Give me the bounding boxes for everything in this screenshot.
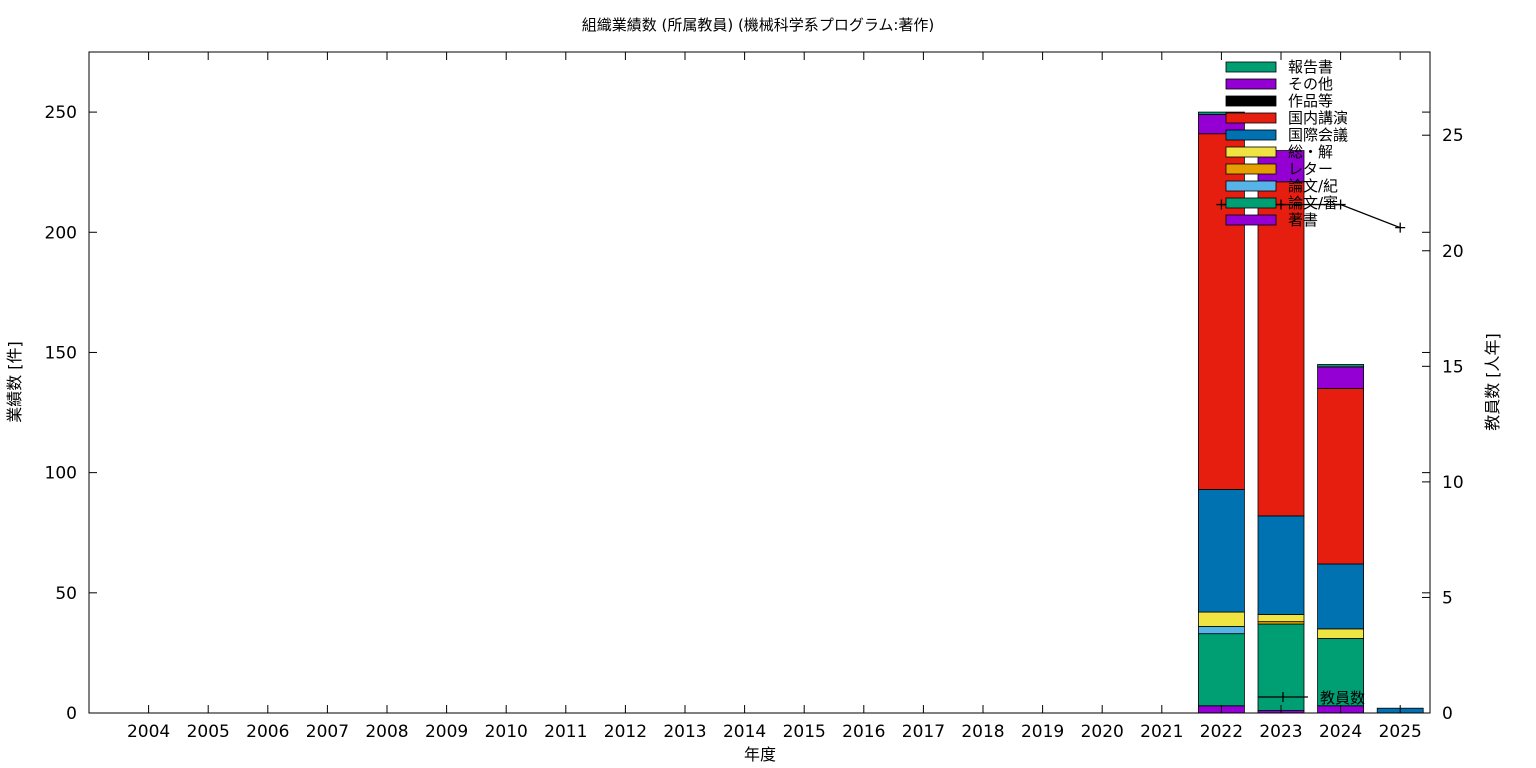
y-axis-label: 業績数 [件] bbox=[5, 341, 24, 423]
legend-label-teachers: 教員数 bbox=[1320, 689, 1365, 707]
legend-swatch-4 bbox=[1225, 129, 1277, 141]
bar-segment-2024-9 bbox=[1317, 364, 1364, 368]
x-axis-label: 年度 bbox=[744, 745, 776, 764]
x-tick-label-2009: 2009 bbox=[425, 722, 468, 742]
y-tick-label: 150 bbox=[45, 343, 77, 363]
legend-swatch-1 bbox=[1225, 78, 1277, 90]
bar-segment-2023-1 bbox=[1257, 623, 1305, 711]
x-tick-label-2021: 2021 bbox=[1140, 722, 1183, 742]
y2-tick-label: 10 bbox=[1442, 473, 1464, 493]
x-tick-label-2023: 2023 bbox=[1259, 722, 1302, 742]
x-tick-label-2015: 2015 bbox=[783, 722, 826, 742]
y2-tick-label: 5 bbox=[1442, 588, 1453, 608]
legend-label-5: 総・解 bbox=[1288, 143, 1333, 161]
legend-label-4: 国際会議 bbox=[1288, 126, 1348, 144]
x-tick-label-2011: 2011 bbox=[544, 722, 587, 742]
teacher-count-point-2022 bbox=[1216, 199, 1227, 210]
x-tick-label-2014: 2014 bbox=[723, 722, 766, 742]
x-tick-label-2006: 2006 bbox=[246, 722, 289, 742]
bars-group bbox=[1198, 111, 1424, 714]
teacher-count-point-2023 bbox=[1276, 199, 1286, 210]
bar-segment-2022-2 bbox=[1198, 626, 1245, 635]
x-axis-ticks: 2004 2005 2006 2007 2008 2009 2010 2011 2012 2013… bbox=[127, 52, 1422, 742]
y-tick-label: 0 bbox=[66, 704, 77, 724]
legend-swatch-3 bbox=[1225, 112, 1277, 124]
bar-segment-2024-5 bbox=[1317, 563, 1364, 630]
teacher-count-point-2024 bbox=[1335, 199, 1346, 210]
legend-swatch-7 bbox=[1225, 180, 1277, 192]
x-tick-label-2024: 2024 bbox=[1319, 722, 1362, 742]
x-tick-label-2010: 2010 bbox=[485, 722, 528, 742]
legend-swatch-9 bbox=[1225, 214, 1277, 226]
bar-segment-2022-5 bbox=[1198, 489, 1245, 613]
y-tick-label: 250 bbox=[45, 103, 77, 123]
y2-tick-label: 20 bbox=[1442, 242, 1464, 262]
legend-label-6: レター bbox=[1288, 160, 1333, 178]
legend-swatch-0 bbox=[1225, 61, 1277, 73]
x-tick-label-2016: 2016 bbox=[842, 722, 885, 742]
x-tick-label-2008: 2008 bbox=[365, 722, 408, 742]
y2-tick-label: 25 bbox=[1442, 126, 1464, 146]
bar-segment-2022-1 bbox=[1198, 633, 1245, 707]
x-tick-label-2020: 2020 bbox=[1081, 722, 1124, 742]
x-tick-label-2017: 2017 bbox=[902, 722, 945, 742]
legend-label-2: 作品等 bbox=[1288, 92, 1333, 110]
legend-swatch-5 bbox=[1225, 146, 1277, 158]
x-tick-label-2018: 2018 bbox=[961, 722, 1004, 742]
teacher-count-point-2025 bbox=[1395, 222, 1406, 233]
y-tick-label: 200 bbox=[45, 223, 77, 243]
bar-segment-2024-8 bbox=[1317, 366, 1364, 389]
legend-label-8: 論文/審 bbox=[1288, 194, 1338, 212]
legend-swatch-2 bbox=[1225, 95, 1277, 107]
x-tick-label-2013: 2013 bbox=[663, 722, 706, 742]
legend-swatch-6 bbox=[1225, 163, 1277, 175]
y-axis-ticks: 0 50 100 150 200 250 bbox=[45, 103, 1430, 724]
x-tick-label-2004: 2004 bbox=[127, 722, 170, 742]
legend-label-9: 著書 bbox=[1288, 211, 1318, 229]
y-tick-label: 100 bbox=[45, 464, 77, 484]
x-tick-label-2019: 2019 bbox=[1021, 722, 1064, 742]
x-tick-label-2025: 2025 bbox=[1379, 722, 1422, 742]
y-tick-label: 50 bbox=[55, 584, 77, 604]
x-tick-label-2022: 2022 bbox=[1200, 722, 1243, 742]
y2-tick-label: 0 bbox=[1442, 704, 1453, 724]
legend-label-1: その他 bbox=[1288, 75, 1333, 93]
bar-segment-2022-4 bbox=[1198, 611, 1245, 627]
legend-label-7: 論文/紀 bbox=[1288, 177, 1338, 195]
bar-segment-2023-6 bbox=[1257, 181, 1305, 517]
legend-swatch-8 bbox=[1225, 197, 1277, 209]
chart-title: 組織業績数 (所属教員) (機械科学系プログラム:著作) bbox=[582, 16, 935, 34]
x-tick-label-2012: 2012 bbox=[604, 722, 647, 742]
plot-frame bbox=[88, 51, 1431, 714]
legend-label-0: 報告書 bbox=[1288, 58, 1333, 76]
bar-segment-2023-5 bbox=[1257, 515, 1305, 615]
bar-segment-2024-6 bbox=[1317, 388, 1364, 565]
bar-segment-2024-1 bbox=[1317, 638, 1364, 707]
y2-axis-ticks: 0 5 10 15 20 25 bbox=[1422, 126, 1464, 724]
bar-segment-2024-4 bbox=[1317, 628, 1364, 639]
bar-segment-2023-4 bbox=[1257, 614, 1305, 623]
y2-axis-label: 教員数 [人年] bbox=[1483, 333, 1502, 431]
legend-label-3: 国内講演 bbox=[1288, 109, 1348, 127]
y2-tick-label: 15 bbox=[1442, 357, 1464, 377]
x-tick-label-2005: 2005 bbox=[187, 722, 230, 742]
x-tick-label-2007: 2007 bbox=[306, 722, 349, 742]
